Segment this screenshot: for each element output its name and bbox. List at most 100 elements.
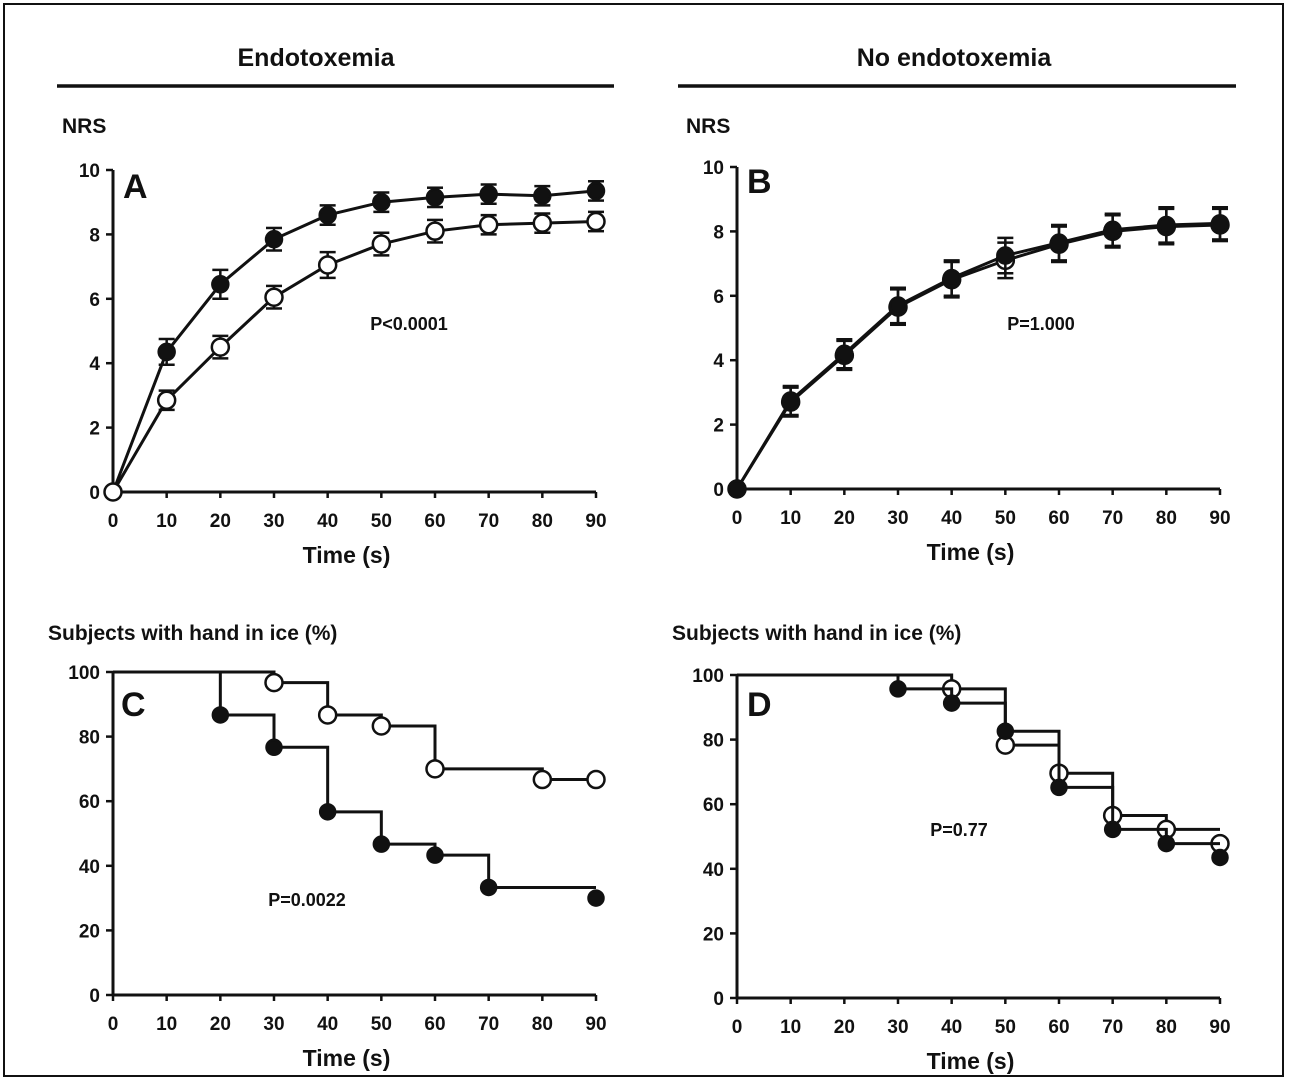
header-left-title: Endotoxemia xyxy=(238,44,396,72)
x-tick-label: 30 xyxy=(887,1017,908,1038)
x-tick-label: 70 xyxy=(478,511,499,532)
data-point xyxy=(1050,778,1068,797)
data-point xyxy=(425,188,445,207)
series-line xyxy=(111,189,597,493)
x-tick-label: 60 xyxy=(1048,508,1069,529)
step-line xyxy=(113,670,596,782)
data-point xyxy=(587,889,605,907)
x-tick-label: 80 xyxy=(1156,508,1177,529)
series-filled xyxy=(737,673,1229,867)
data-point xyxy=(835,344,854,364)
series-filled xyxy=(113,670,605,907)
x-tick-label: 90 xyxy=(1209,508,1230,529)
data-point xyxy=(318,803,337,821)
data-point xyxy=(318,205,337,225)
x-tick-label: 80 xyxy=(532,1014,553,1035)
series-line xyxy=(735,223,1221,490)
x-tick-label: 0 xyxy=(108,1014,119,1035)
x-tick-label: 90 xyxy=(585,511,606,532)
data-point xyxy=(1157,834,1176,853)
panel-a: 0 2 4 6 8 10 0 10 20 30 40 50 60 70 80 90 Time (s) NRS A P<… xyxy=(62,115,607,568)
x-tick-label: 40 xyxy=(941,508,962,529)
x-tick-label: 40 xyxy=(317,1014,338,1035)
y-tick-label: 10 xyxy=(79,161,100,182)
data-point xyxy=(1157,215,1176,235)
panel-letter: B xyxy=(747,163,772,201)
data-point xyxy=(942,268,961,288)
y-tick-label: 0 xyxy=(713,989,724,1010)
x-tick-label: 30 xyxy=(263,511,284,532)
data-point xyxy=(533,186,552,206)
data-point xyxy=(586,211,606,232)
data-point xyxy=(425,221,445,241)
panel-c: 0 20 40 60 80 100 0 10 20 30 40 50 60 70 80 90 Time (s) S… xyxy=(48,622,607,1071)
y-tick-label: 0 xyxy=(89,483,100,504)
y-tick-label: 40 xyxy=(703,860,724,881)
data-point xyxy=(781,391,800,410)
x-tick-label: 70 xyxy=(478,1014,499,1035)
y-tick-label: 0 xyxy=(89,986,100,1007)
x-tick-label: 50 xyxy=(995,508,1016,529)
x-tick-label: 0 xyxy=(732,508,743,529)
data-point xyxy=(264,229,284,249)
data-point xyxy=(264,287,284,307)
data-point xyxy=(211,706,230,724)
x-tick-label: 30 xyxy=(263,1014,284,1035)
data-point xyxy=(478,214,499,235)
data-point xyxy=(317,255,338,275)
data-point xyxy=(1049,233,1069,252)
x-tick-label: 80 xyxy=(1156,1017,1177,1038)
step-line xyxy=(737,673,1220,846)
p-value-annotation: P=1.000 xyxy=(1007,314,1075,334)
data-point xyxy=(425,759,445,779)
x-axis-title: Time (s) xyxy=(303,1045,391,1071)
x-tick-label: 0 xyxy=(108,511,119,532)
x-tick-label: 10 xyxy=(156,1014,177,1035)
y-tick-label: 20 xyxy=(703,924,724,945)
x-tick-label: 10 xyxy=(780,508,801,529)
y-tick-label: 60 xyxy=(79,792,100,813)
data-point xyxy=(1103,820,1122,839)
data-point xyxy=(996,722,1015,740)
y-tick-label: 60 xyxy=(703,795,724,816)
data-point xyxy=(996,246,1015,265)
y-axis-title: NRS xyxy=(686,115,730,138)
panel-d: 0 20 40 60 80 100 0 10 20 30 40 50 60 70 80 90 Time (s) S… xyxy=(672,622,1231,1074)
data-point xyxy=(889,680,907,698)
x-tick-label: 0 xyxy=(732,1017,743,1038)
data-point xyxy=(426,846,444,864)
data-point xyxy=(479,184,498,204)
y-tick-label: 80 xyxy=(703,731,724,752)
series-filled xyxy=(727,206,1230,499)
y-tick-label: 6 xyxy=(89,290,100,311)
data-point xyxy=(211,275,230,294)
data-point xyxy=(156,390,177,410)
data-point xyxy=(586,769,606,790)
data-point xyxy=(264,672,284,693)
y-tick-label: 2 xyxy=(713,416,724,437)
series-open xyxy=(113,670,606,790)
y-tick-label: 10 xyxy=(703,158,724,179)
x-tick-label: 40 xyxy=(317,511,338,532)
x-tick-label: 90 xyxy=(585,1014,606,1035)
series-line xyxy=(111,220,597,493)
x-tick-label: 10 xyxy=(780,1017,801,1038)
panel-letter: A xyxy=(123,168,148,206)
data-point xyxy=(888,296,908,315)
y-tick-label: 40 xyxy=(79,857,100,878)
data-point xyxy=(586,181,606,201)
x-tick-label: 50 xyxy=(371,511,392,532)
y-tick-label: 100 xyxy=(692,666,724,687)
x-tick-label: 70 xyxy=(1102,1017,1123,1038)
y-tick-label: 0 xyxy=(713,480,724,501)
y-axis-title: Subjects with hand in ice (%) xyxy=(672,622,961,645)
data-point xyxy=(210,337,231,357)
y-tick-label: 8 xyxy=(713,222,724,243)
panel-letter: D xyxy=(747,686,772,724)
x-tick-label: 50 xyxy=(995,1017,1016,1038)
series-line xyxy=(735,221,1221,490)
x-tick-label: 60 xyxy=(424,511,445,532)
data-point xyxy=(1103,220,1122,240)
